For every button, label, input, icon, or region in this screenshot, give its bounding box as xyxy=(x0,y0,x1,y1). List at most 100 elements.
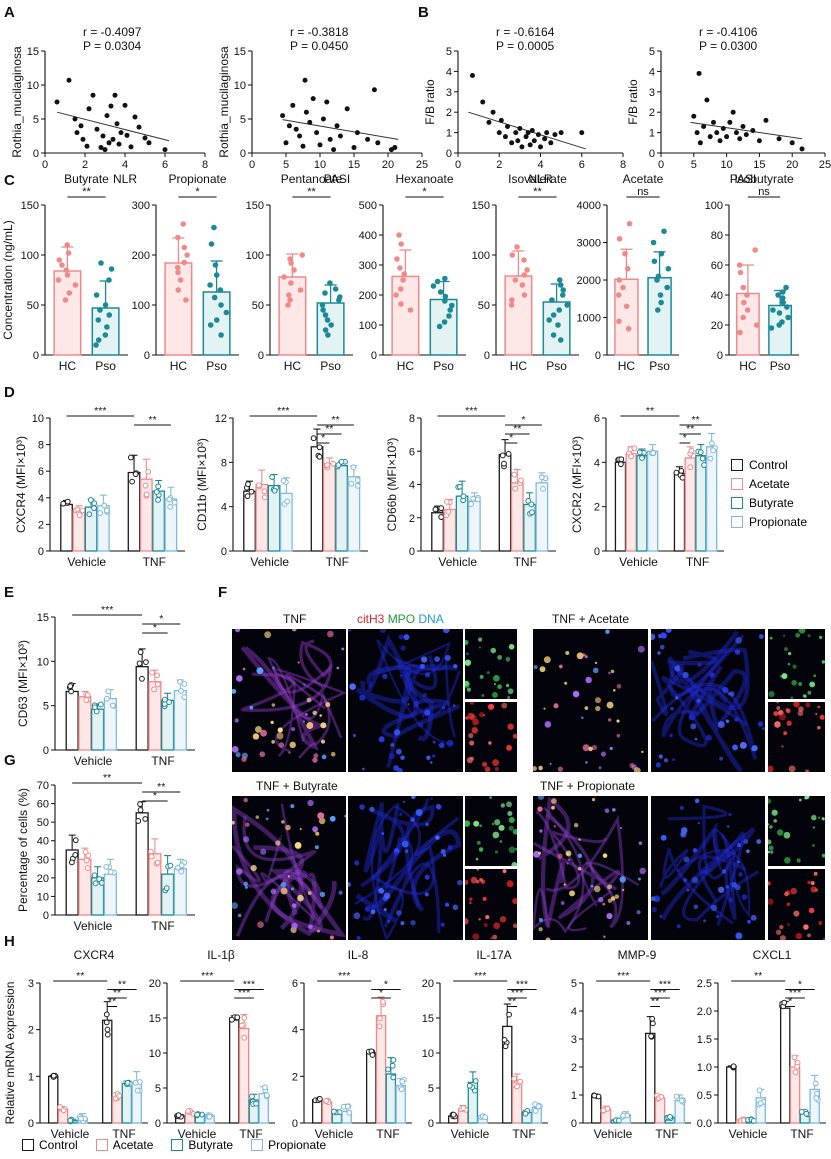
cell-nucleus xyxy=(781,745,784,748)
data-point xyxy=(65,250,72,256)
data-point xyxy=(434,278,441,285)
significance-label: *** xyxy=(654,987,666,999)
bar xyxy=(504,275,533,356)
cell-nucleus xyxy=(743,839,749,844)
cell-nucleus xyxy=(679,805,684,810)
scatter-point xyxy=(132,114,138,120)
bar xyxy=(684,457,696,552)
cell-nucleus xyxy=(705,734,712,741)
cell-nucleus xyxy=(768,881,771,886)
scatter-point xyxy=(469,72,475,78)
data-point xyxy=(184,252,190,258)
cell-nucleus xyxy=(290,887,295,891)
data-point xyxy=(280,477,287,484)
cell-nucleus xyxy=(795,932,803,940)
x-tick-label: Vehicle xyxy=(594,1127,633,1141)
cell-nucleus xyxy=(808,907,815,914)
cell-nucleus xyxy=(383,908,387,912)
data-point xyxy=(499,452,506,459)
scatter-point xyxy=(112,92,118,98)
bar xyxy=(429,298,458,356)
scatter-point xyxy=(743,132,749,138)
x-tick-label: Pso xyxy=(206,359,227,373)
data-point xyxy=(616,235,623,242)
cell-nucleus xyxy=(551,805,555,810)
data-point xyxy=(103,507,110,514)
cell-nucleus xyxy=(280,887,288,895)
data-point xyxy=(625,325,632,332)
cell-nucleus xyxy=(260,729,267,737)
x-tick-label: 5 xyxy=(283,159,289,171)
y-tick-label: 6 xyxy=(409,446,415,458)
cell-nucleus xyxy=(616,684,622,689)
cell-nucleus xyxy=(277,727,283,733)
cell-nucleus xyxy=(317,812,325,820)
cell-nucleus xyxy=(776,702,779,704)
cell-nucleus xyxy=(564,681,568,685)
data-point xyxy=(148,848,154,855)
cell-nucleus xyxy=(718,886,725,893)
data-point xyxy=(178,862,185,869)
cell-nucleus xyxy=(424,892,429,897)
cell-nucleus xyxy=(430,761,433,764)
cell-nucleus xyxy=(813,871,818,876)
cell-nucleus xyxy=(330,751,336,757)
cell-nucleus xyxy=(499,915,507,923)
cell-nucleus xyxy=(557,766,564,772)
y-tick-label: 0 xyxy=(38,546,44,558)
significance-label: ** xyxy=(325,423,333,435)
cell-nucleus xyxy=(236,675,243,682)
scatter-point xyxy=(733,130,739,136)
y-tick-label: 300 xyxy=(359,260,377,272)
scatter-point xyxy=(579,130,585,136)
x-tick-label: TNF xyxy=(239,1127,262,1141)
y-tick-label: 15 xyxy=(37,612,49,624)
cell-nucleus xyxy=(320,722,327,729)
cell-nucleus xyxy=(483,922,488,928)
significance-label: * xyxy=(788,996,792,1008)
data-point xyxy=(502,1043,509,1050)
y-tick-label: 2 xyxy=(28,1025,34,1037)
x-tick-label: Pso xyxy=(95,359,116,373)
data-point xyxy=(316,444,323,451)
cell-nucleus xyxy=(486,671,490,675)
y-tick-label: 40 xyxy=(711,290,723,302)
stain-label-mpo: MPO xyxy=(387,612,416,626)
data-point xyxy=(166,496,173,503)
data-point xyxy=(736,262,743,268)
scatter-point xyxy=(114,121,120,127)
cell-nucleus xyxy=(383,892,391,900)
y-tick-label: 3000 xyxy=(577,238,601,250)
y-tick-label: 4 xyxy=(38,493,44,505)
data-point xyxy=(325,332,331,338)
cell-nucleus xyxy=(259,751,266,758)
data-point xyxy=(346,1109,353,1116)
data-point xyxy=(262,1084,268,1091)
data-point xyxy=(524,267,530,273)
cell-nucleus xyxy=(659,644,665,650)
cell-nucleus xyxy=(489,796,492,799)
panel-letter-e: E xyxy=(4,584,15,601)
cell-nucleus xyxy=(537,806,543,812)
y-tick-label: 0.0 xyxy=(697,1118,712,1130)
data-point xyxy=(55,277,62,283)
cell-nucleus xyxy=(393,729,401,736)
scatter-point xyxy=(293,126,299,132)
cell-nucleus xyxy=(756,839,762,845)
data-point xyxy=(401,271,408,277)
significance-label: * xyxy=(195,186,200,198)
cell-nucleus xyxy=(241,756,247,762)
cell-nucleus xyxy=(750,914,757,921)
panel-letter-b: B xyxy=(418,4,429,21)
cell-nucleus xyxy=(582,744,590,752)
micrograph-texture xyxy=(348,629,461,772)
cell-nucleus xyxy=(490,936,493,940)
scatter-point xyxy=(72,116,78,122)
data-point xyxy=(287,297,293,303)
data-point xyxy=(472,1078,479,1084)
bar xyxy=(91,307,120,356)
data-point xyxy=(396,232,402,238)
data-point xyxy=(616,318,622,325)
bar xyxy=(725,1066,737,1124)
x-tick-label: HC xyxy=(618,359,636,373)
